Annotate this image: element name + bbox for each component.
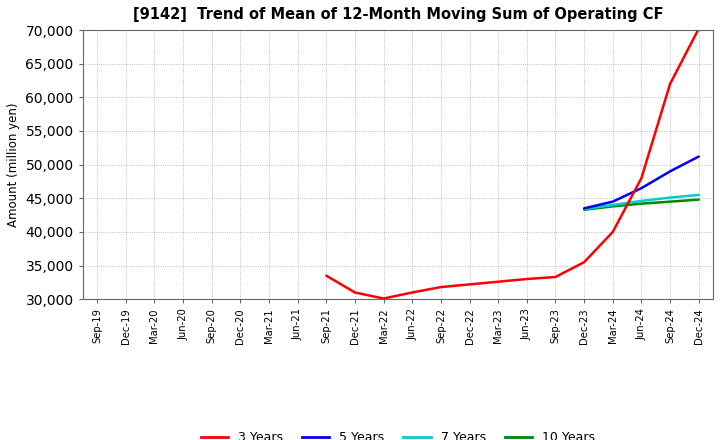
Title: [9142]  Trend of Mean of 12-Month Moving Sum of Operating CF: [9142] Trend of Mean of 12-Month Moving … <box>132 7 663 22</box>
Y-axis label: Amount (million yen): Amount (million yen) <box>7 103 20 227</box>
Legend: 3 Years, 5 Years, 7 Years, 10 Years: 3 Years, 5 Years, 7 Years, 10 Years <box>196 426 600 440</box>
